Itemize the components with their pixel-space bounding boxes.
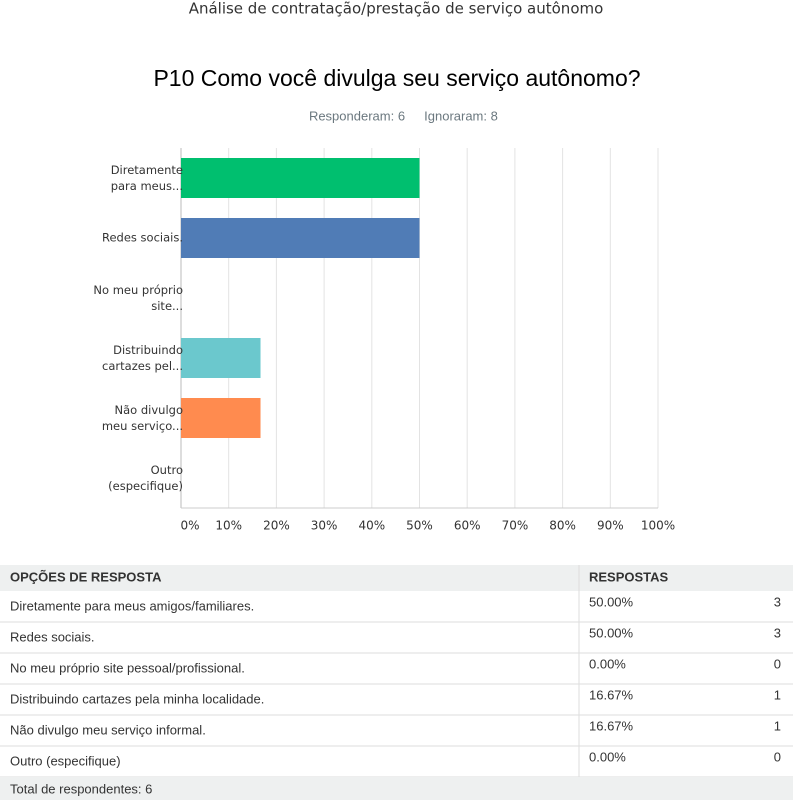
x-tick-label: 50% [406, 519, 433, 533]
row-percent: 16.67% [589, 687, 634, 702]
table-header: RESPOSTAS [589, 569, 669, 584]
x-tick-label: 60% [454, 519, 481, 533]
x-tick-label: 30% [311, 519, 338, 533]
y-tick-label: Outro (especifique) [108, 463, 183, 493]
table-header-bg [0, 565, 793, 591]
row-label: Não divulgo meu serviço informal. [10, 722, 206, 737]
row-percent: 0.00% [589, 749, 626, 764]
bar [181, 218, 420, 258]
row-count: 1 [774, 718, 781, 733]
table-footer-bg [0, 777, 793, 800]
row-label: No meu próprio site pessoal/profissional… [10, 660, 245, 675]
answered: Responderam: 6 [309, 108, 405, 123]
y-tick-label: Distribuindo cartazes pel... [102, 343, 183, 373]
row-percent: 50.00% [589, 625, 634, 640]
table-footer: Total de respondentes: 6 [10, 781, 152, 796]
bar [181, 158, 420, 198]
x-tick-label: 40% [358, 519, 385, 533]
x-tick-label: 100% [641, 519, 675, 533]
row-percent: 0.00% [589, 656, 626, 671]
row-count: 0 [774, 749, 781, 764]
x-tick-label: 10% [215, 519, 242, 533]
bar [181, 338, 261, 378]
y-tick-label: Diretamente para meus... [111, 163, 183, 193]
y-tick-label: Redes sociais. [102, 231, 183, 245]
row-count: 1 [774, 687, 781, 702]
row-count: 3 [774, 594, 781, 609]
row-count: 0 [774, 656, 781, 671]
x-tick-label: 70% [502, 519, 529, 533]
bar [181, 398, 261, 438]
row-count: 3 [774, 625, 781, 640]
row-label: Diretamente para meus amigos/familiares. [10, 598, 254, 613]
row-percent: 16.67% [589, 718, 634, 733]
y-tick-label: No meu próprio site... [93, 283, 183, 313]
skipped: Ignoraram: 8 [424, 108, 498, 123]
x-tick-label: 20% [263, 519, 290, 533]
row-label: Redes sociais. [10, 629, 95, 644]
page-title: Análise de contratação/prestação de serv… [189, 0, 604, 18]
x-tick-label: 90% [597, 519, 624, 533]
x-tick-label: 80% [549, 519, 576, 533]
y-tick-label: Não divulgo meu serviço... [102, 403, 183, 433]
row-label: Outro (especifique) [10, 753, 121, 768]
table-header: OPÇÕES DE RESPOSTA [10, 569, 162, 584]
row-label: Distribuindo cartazes pela minha localid… [10, 691, 264, 706]
chart-title: P10 Como você divulga seu serviço autôno… [153, 65, 640, 91]
x-tick-label: 0% [180, 519, 199, 533]
row-percent: 50.00% [589, 594, 634, 609]
